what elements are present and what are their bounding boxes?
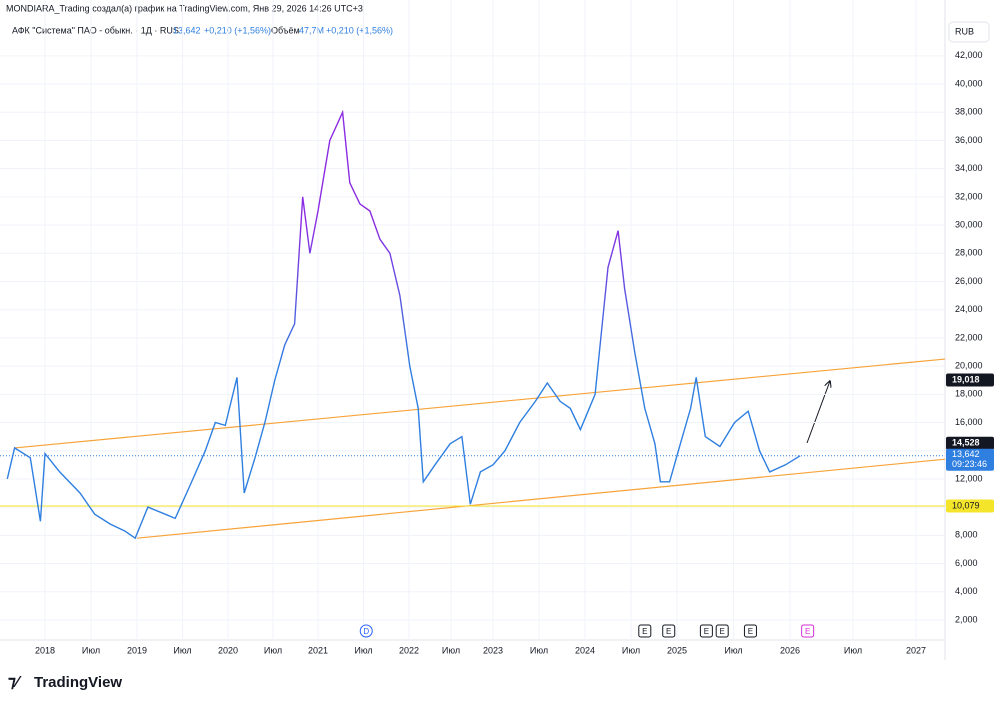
- x-tick-label: 2021: [308, 645, 328, 655]
- event-label: E: [642, 627, 647, 636]
- currency-box[interactable]: [948, 21, 990, 43]
- y-tick-label: 26,000: [955, 276, 983, 286]
- x-tick-label: 2023: [483, 645, 503, 655]
- event-marker: [743, 624, 757, 638]
- volume-label: Объём: [271, 25, 300, 35]
- volume-change: +0,210 (+1,56%): [326, 25, 393, 35]
- currency[interactable]: RUB: [955, 26, 974, 36]
- event-label: E: [748, 627, 753, 636]
- price-label-box: [946, 373, 994, 387]
- x-tick-label: Июл: [724, 645, 742, 655]
- x-tick-label: Июл: [82, 645, 100, 655]
- x-tick-label: 2025: [667, 645, 687, 655]
- y-tick-label: 16,000: [955, 417, 983, 427]
- y-tick-label: 2,000: [955, 614, 978, 624]
- x-tick-label: Июл: [173, 645, 191, 655]
- event-label: E: [805, 627, 810, 636]
- y-tick-label: 22,000: [955, 332, 983, 342]
- price-label: 19,018: [952, 374, 980, 384]
- logo: ⁊⁄: [8, 674, 22, 691]
- event-marker: [715, 624, 729, 638]
- event-marker: [699, 624, 713, 638]
- countdown: 09:23:46: [952, 459, 987, 469]
- y-tick-label: 30,000: [955, 219, 983, 229]
- author-line: MONDIARA_Trading создал(а) график на Tra…: [6, 3, 363, 13]
- current-price-box: [946, 448, 994, 471]
- symbol: АФК "Система" ПАО - обыкн. · 1Д · RUS: [12, 25, 179, 35]
- y-tick-label: 32,000: [955, 191, 983, 201]
- price: 13,642: [173, 25, 201, 35]
- event-marker: [662, 624, 676, 638]
- x-tick-label: Июл: [622, 645, 640, 655]
- price-series: [6, 109, 801, 540]
- x-tick-label: Июл: [264, 645, 282, 655]
- trend-line: [14, 358, 946, 449]
- event-label: E: [704, 627, 709, 636]
- event-label: D: [363, 627, 369, 636]
- y-tick-label: 18,000: [955, 389, 983, 399]
- y-tick-label: 38,000: [955, 107, 983, 117]
- brand: TradingView: [34, 674, 122, 691]
- y-tick-label: 6,000: [955, 558, 978, 568]
- y-tick-label: 8,000: [955, 530, 978, 540]
- volume: 47,7M: [299, 25, 324, 35]
- price-label-box: [946, 436, 994, 450]
- x-tick-label: Июл: [844, 645, 862, 655]
- change: +0,210 (+1,56%): [204, 25, 271, 35]
- event-label: E: [720, 627, 725, 636]
- x-tick-label: 2027: [906, 645, 926, 655]
- x-tick-label: 2026: [780, 645, 800, 655]
- level-label-box: [946, 499, 994, 513]
- y-tick-label: 34,000: [955, 163, 983, 173]
- x-tick-label: 2019: [127, 645, 147, 655]
- x-tick-label: Июл: [530, 645, 548, 655]
- y-tick-label: 20,000: [955, 360, 983, 370]
- y-tick-label: 42,000: [955, 50, 983, 60]
- x-tick-label: 2018: [35, 645, 55, 655]
- x-tick-label: 2024: [575, 645, 595, 655]
- x-tick-label: Июл: [354, 645, 372, 655]
- trend-line: [136, 458, 946, 539]
- x-tick-label: 2020: [218, 645, 238, 655]
- x-tick-label: Июл: [442, 645, 460, 655]
- plot: [0, 0, 945, 640]
- y-tick-label: 40,000: [955, 78, 983, 88]
- x-tick-label: 2022: [399, 645, 419, 655]
- y-tick-label: 24,000: [955, 304, 983, 314]
- event-marker: [801, 624, 815, 638]
- y-tick-label: 4,000: [955, 586, 978, 596]
- event-marker: [359, 624, 373, 638]
- y-tick-label: 12,000: [955, 473, 983, 483]
- current-price-label: 13,642: [952, 449, 980, 459]
- arrow: [806, 381, 830, 444]
- price-label: 14,528: [952, 438, 980, 448]
- y-tick-label: 28,000: [955, 248, 983, 258]
- level-label: 10,079: [952, 500, 980, 510]
- y-tick-label: 36,000: [955, 135, 983, 145]
- event-marker: [638, 624, 652, 638]
- event-label: E: [666, 627, 671, 636]
